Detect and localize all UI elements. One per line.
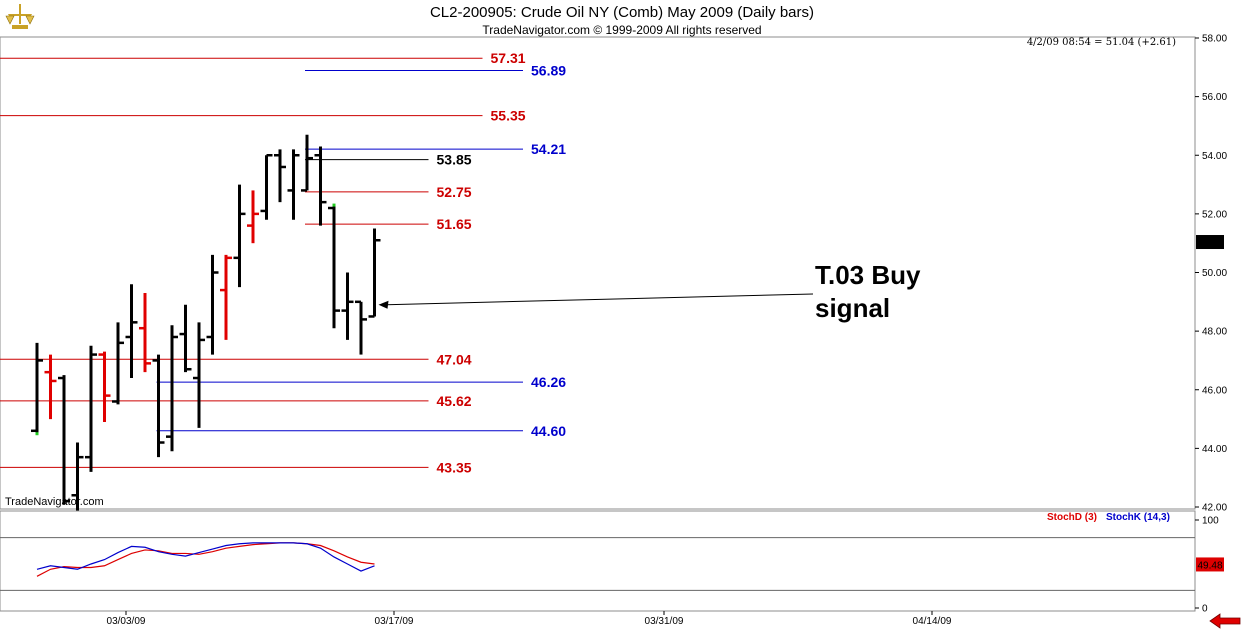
price-tick-label: 52.00 — [1202, 209, 1227, 220]
stochastic-chart: 0 100 StochD (3) StochK (14,3) 49.48 — [0, 512, 1224, 615]
level-label: 44.60 — [531, 423, 566, 439]
last-price-marker: 51.04 — [1196, 235, 1224, 250]
ohlc-bar — [328, 205, 340, 329]
level-label: 54.21 — [531, 141, 566, 157]
price-axis: 42.00 44.00 46.00 48.00 50.00 52.00 54.00 56.00… — [1195, 34, 1227, 514]
level-label: 56.89 — [531, 63, 566, 79]
ohlc-bar — [233, 184, 246, 288]
last-price-value: 51.04 — [1197, 238, 1222, 249]
stoch-series-line — [36, 542, 375, 577]
watermark: TradeNavigator.com — [5, 496, 104, 508]
stoch-tick-label: 0 — [1202, 604, 1208, 615]
stoch-series-line — [36, 542, 375, 572]
ohlc-bar — [166, 325, 178, 452]
ohlc-bar — [274, 149, 286, 203]
last-quote-info: 4/2/09 08:54 = 51.04 (+2.61) — [1027, 37, 1176, 48]
ohlc-bar — [139, 293, 151, 373]
ohlc-bar — [179, 304, 192, 373]
price-panel — [0, 36, 1196, 510]
ohlc-bar — [220, 254, 232, 340]
ohlc-bar — [193, 322, 205, 428]
stoch-value-box — [1196, 557, 1224, 572]
scroll-left-arrow-icon[interactable] — [1209, 613, 1241, 629]
level-label: 47.04 — [437, 351, 472, 367]
ohlc-bar — [368, 228, 381, 318]
annotation-arrow — [386, 293, 814, 306]
ohlc-bar — [260, 154, 273, 220]
ohlc-bar — [301, 134, 313, 192]
ohlc-bars — [31, 134, 381, 513]
ohlc-bar — [247, 190, 259, 244]
ohlc-bar — [125, 284, 138, 379]
ohlc-bar — [112, 322, 124, 405]
date-tick-label: 03/03/09 — [107, 616, 146, 627]
price-tick-label: 44.00 — [1202, 444, 1227, 455]
ohlc-bar — [341, 272, 354, 340]
date-tick-label: 03/17/09 — [375, 616, 414, 627]
level-label: 52.75 — [437, 184, 472, 200]
chart-subtitle: TradeNavigator.com © 1999-2009 All right… — [482, 23, 761, 37]
ohlc-bar — [287, 149, 300, 220]
legend-stochD: StochD (3) — [1047, 512, 1097, 523]
ohlc-bar — [152, 354, 165, 458]
annotation-line-2: signal — [815, 293, 890, 323]
ohlc-bar — [206, 254, 219, 355]
date-tick-label: 04/14/09 — [913, 616, 952, 627]
date-axis: 03/03/09 03/17/09 03/31/09 04/14/09 — [107, 611, 952, 627]
legend-stochK: StochK (14,3) — [1106, 512, 1170, 523]
ohlc-bar — [44, 354, 57, 420]
signal-marker — [332, 203, 336, 207]
level-label: 45.62 — [437, 393, 472, 409]
ohlc-bar — [355, 300, 367, 355]
ohlc-bar — [58, 375, 70, 505]
price-tick-label: 42.00 — [1202, 503, 1227, 514]
price-levels: 57.31 56.89 55.35 54.21 53.85 52.75 51.65 47.04… — [0, 50, 566, 475]
stochastic-panel — [0, 510, 1196, 612]
arrow-head-icon — [378, 300, 389, 309]
level-label: 46.26 — [531, 374, 566, 390]
ohlc-bar — [98, 351, 111, 422]
annotation-line-1: T.03 Buy — [815, 260, 921, 290]
signal-marker — [35, 432, 39, 436]
price-tick-label: 58.00 — [1202, 34, 1227, 45]
level-label: 53.85 — [437, 152, 472, 168]
price-tick-label: 56.00 — [1202, 92, 1227, 103]
ohlc-bar — [85, 345, 97, 472]
date-tick-label: 03/31/09 — [645, 616, 684, 627]
ohlc-bar — [31, 342, 43, 434]
level-label: 51.65 — [437, 216, 472, 232]
price-tick-label: 54.00 — [1202, 151, 1227, 162]
level-label: 57.31 — [491, 50, 526, 66]
price-tick-label: 46.00 — [1202, 385, 1227, 396]
price-tick-label: 48.00 — [1202, 327, 1227, 338]
chart-title: CL2-200905: Crude Oil NY (Comb) May 2009… — [430, 4, 814, 21]
stoch-value: 49.48 — [1197, 560, 1222, 571]
last-price-box — [1196, 235, 1224, 250]
level-label: 43.35 — [437, 459, 472, 475]
app-logo-icon[interactable] — [2, 2, 36, 32]
ohlc-bar — [71, 442, 84, 513]
price-tick-label: 50.00 — [1202, 268, 1227, 279]
ohlc-bar — [314, 146, 327, 226]
level-label: 55.35 — [491, 108, 526, 124]
stoch-tick-label: 100 — [1202, 516, 1219, 527]
